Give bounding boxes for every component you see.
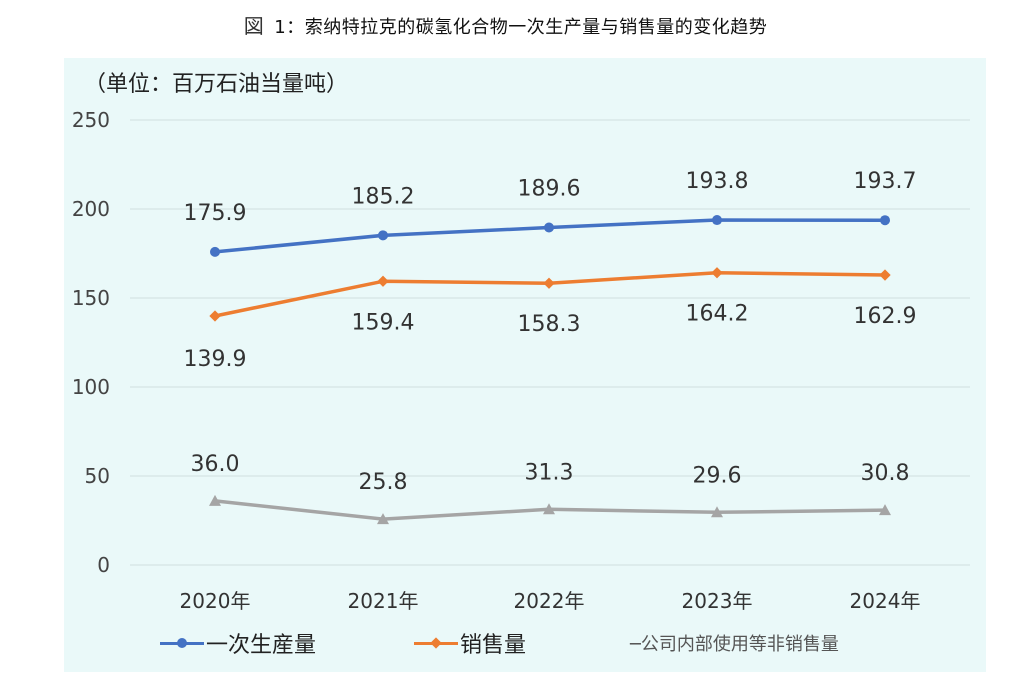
- legend-label-production: 一次生産量: [206, 633, 317, 658]
- y-tick-label: 0: [97, 553, 110, 577]
- data-label: 193.7: [854, 169, 917, 194]
- data-label: 193.8: [686, 169, 749, 194]
- x-tick-label: 2020年: [180, 589, 251, 613]
- data-label: 159.4: [352, 310, 415, 335]
- data-point: [711, 267, 723, 279]
- data-point: [880, 215, 890, 226]
- data-point: [209, 494, 221, 506]
- data-point: [377, 275, 389, 287]
- data-point: [209, 310, 221, 322]
- legend-label-sales: 销售量: [460, 633, 527, 658]
- data-label: 29.6: [693, 463, 742, 488]
- data-label: 162.9: [854, 304, 917, 329]
- x-tick-label: 2023年: [682, 589, 753, 613]
- y-tick-label: 50: [85, 464, 110, 488]
- figure-title-text: 1：索纳特拉克的碳氢化合物一次生产量与销售量的变化趋势: [274, 17, 768, 38]
- y-tick-label: 200: [72, 197, 110, 221]
- data-point: [711, 506, 723, 518]
- figure-prefix: 図: [243, 14, 265, 38]
- data-label: 175.9: [184, 201, 247, 226]
- legend-label-internal: ─公司内部使用等非销售量: [630, 634, 839, 655]
- data-label: 158.3: [518, 312, 581, 337]
- data-label: 164.2: [686, 302, 749, 327]
- unit-label: （单位：百万石油当量吨）: [84, 72, 349, 97]
- legend-swatch-production: [160, 633, 204, 653]
- data-label: 30.8: [861, 461, 910, 486]
- data-point: [543, 277, 555, 289]
- legend-swatch-sales: [414, 633, 458, 653]
- legend-item-sales: 销售量: [414, 628, 526, 658]
- y-tick-label: 150: [72, 286, 110, 310]
- data-label: 25.8: [359, 470, 408, 495]
- y-tick-label: 250: [72, 108, 110, 132]
- data-label: 185.2: [352, 184, 415, 209]
- data-point: [712, 215, 722, 226]
- x-tick-label: 2024年: [850, 589, 921, 613]
- legend-item-production: 一次生産量: [160, 628, 316, 658]
- data-label: 36.0: [191, 452, 240, 477]
- chart-panel: [64, 58, 986, 672]
- y-tick-label: 100: [72, 375, 110, 399]
- data-point: [879, 504, 891, 516]
- data-point: [544, 222, 554, 233]
- data-point: [543, 503, 555, 515]
- x-tick-label: 2022年: [514, 589, 585, 613]
- data-point: [377, 513, 389, 525]
- data-label: 189.6: [518, 177, 581, 202]
- data-label: 31.3: [525, 460, 574, 485]
- x-tick-label: 2021年: [348, 589, 419, 613]
- data-point: [879, 269, 891, 281]
- data-point: [378, 230, 388, 241]
- data-label: 139.9: [184, 347, 247, 372]
- figure-title: 図 1：索纳特拉克的碳氢化合物一次生产量与销售量的变化趋势: [0, 10, 1011, 39]
- legend-item-internal: ─公司内部使用等非销售量: [630, 628, 839, 658]
- data-point: [210, 246, 220, 257]
